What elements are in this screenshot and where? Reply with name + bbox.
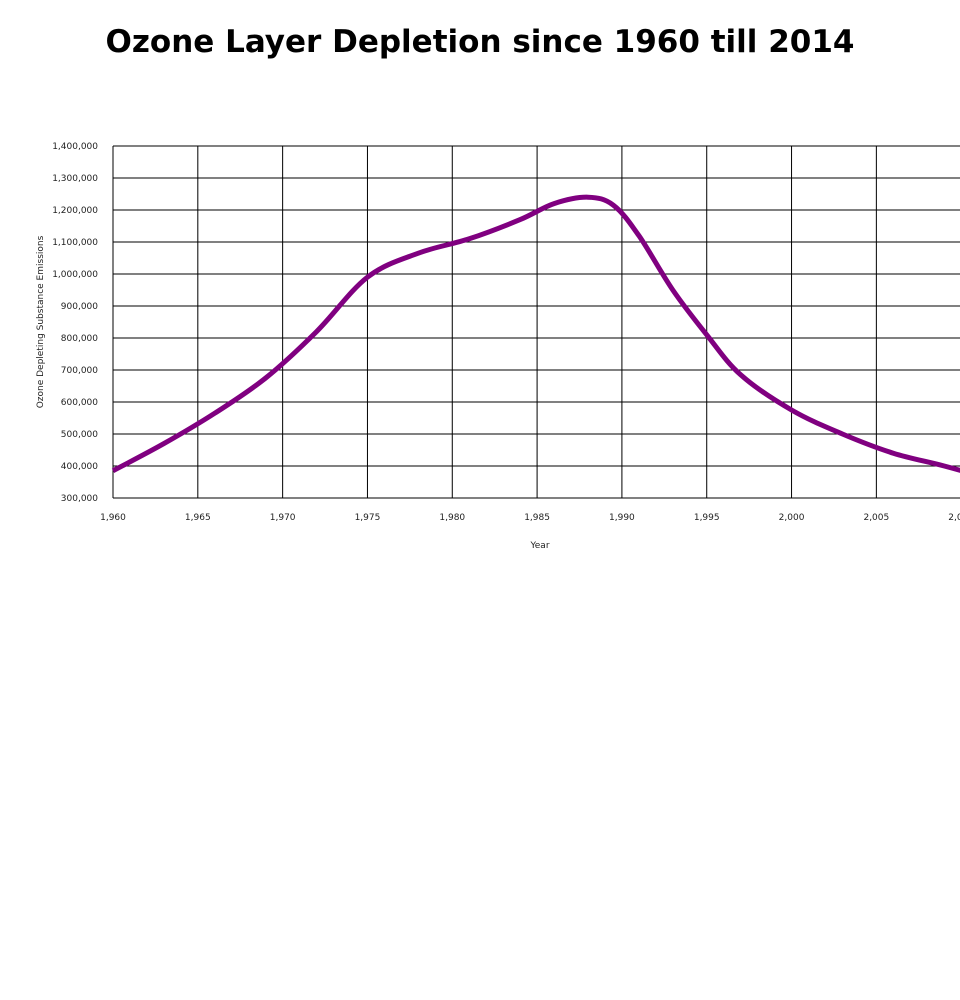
x-tick-label: 1,980	[439, 513, 465, 523]
x-tick-label: 2,005	[863, 513, 889, 523]
y-tick-label: 500,000	[61, 430, 98, 440]
y-tick-label: 1,400,000	[52, 142, 98, 152]
y-tick-label: 1,000,000	[52, 270, 98, 280]
x-tick-label: 1,985	[524, 513, 550, 523]
y-tick-label: 1,100,000	[52, 238, 98, 248]
y-tick-label: 300,000	[61, 494, 98, 504]
grid	[112, 145, 960, 499]
y-tick-label: 800,000	[61, 334, 98, 344]
x-tick-label: 2,010	[948, 513, 960, 523]
x-tick-label: 1,990	[609, 513, 635, 523]
x-tick-label: 1,995	[694, 513, 720, 523]
y-tick-label: 600,000	[61, 398, 98, 408]
y-axis-ticks: 300,000 400,000 500,000 600,000 700,000 800,0…	[52, 142, 98, 504]
series-group	[111, 194, 960, 474]
chart-title: Ozone Layer Depletion since 1960 till 20…	[105, 24, 855, 60]
x-tick-label: 1,970	[270, 513, 296, 523]
x-axis-ticks: 1,960 1,965 1,970 1,975 1,980 1,985 1,990 1,995…	[100, 513, 960, 523]
y-tick-label: 700,000	[61, 366, 98, 376]
x-axis-title: Year	[529, 541, 549, 551]
y-tick-label: 400,000	[61, 462, 98, 472]
y-tick-label: 900,000	[61, 302, 98, 312]
y-tick-label: 1,300,000	[52, 174, 98, 184]
x-tick-label: 2,000	[779, 513, 805, 523]
y-axis-title: Ozone Depleting Substance Emissions	[36, 235, 46, 408]
x-tick-label: 1,960	[100, 513, 126, 523]
x-tick-label: 1,965	[185, 513, 211, 523]
series-line	[111, 194, 960, 474]
x-tick-label: 1,975	[355, 513, 381, 523]
y-tick-label: 1,200,000	[52, 206, 98, 216]
